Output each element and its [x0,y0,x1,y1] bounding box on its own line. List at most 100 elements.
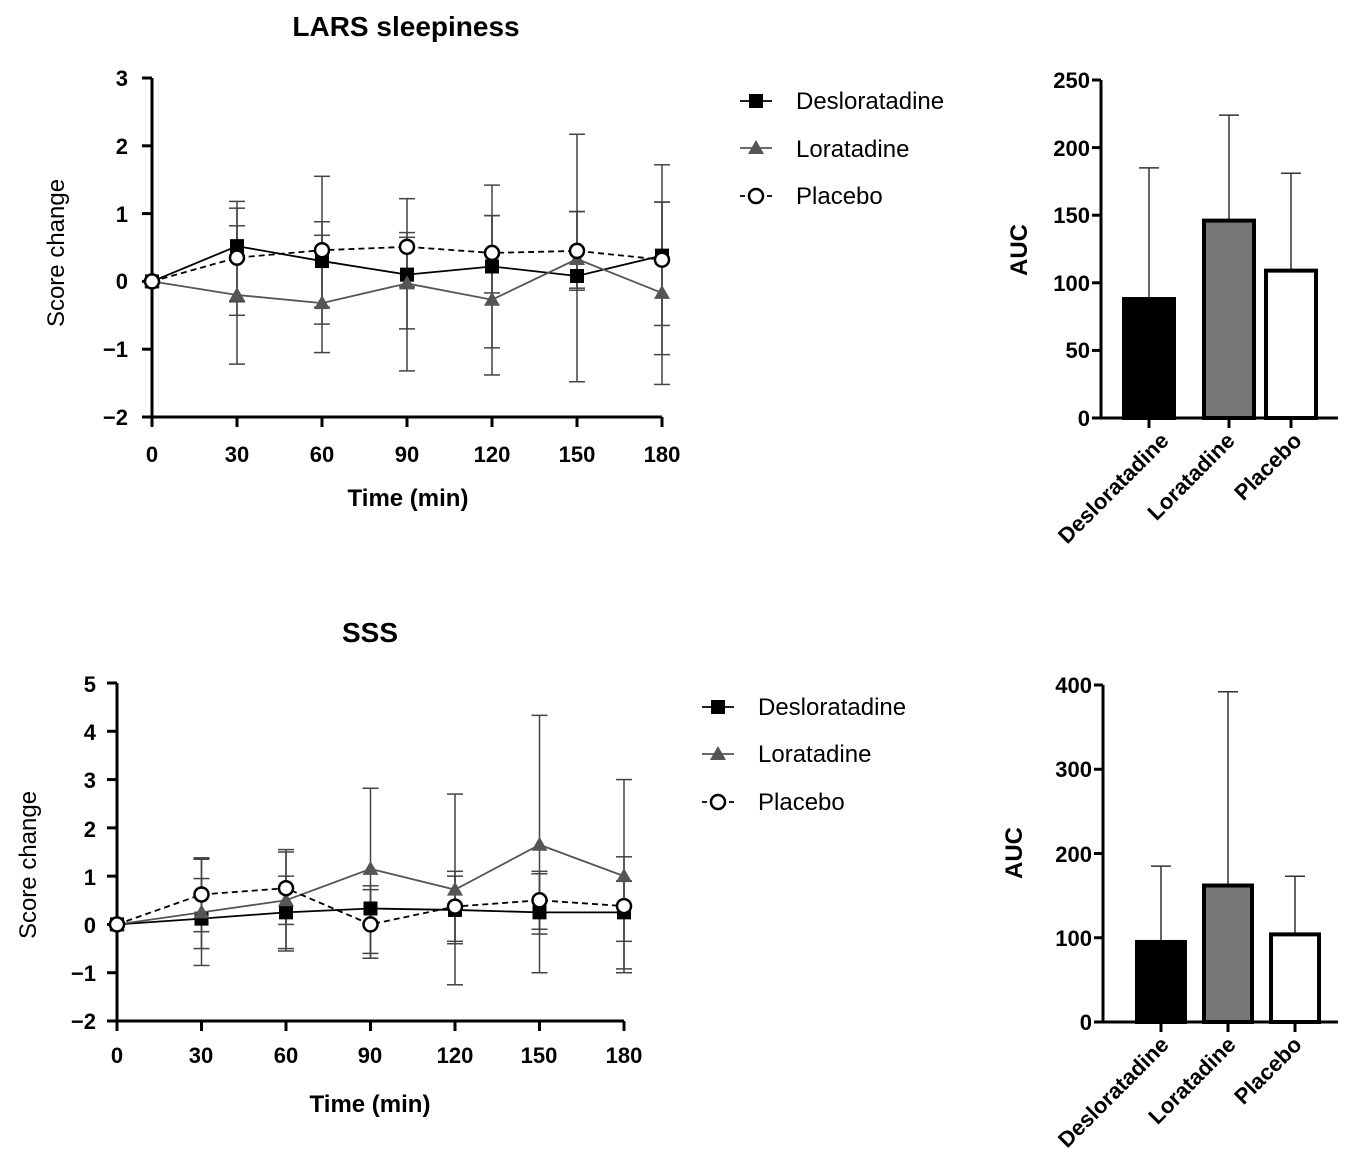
data-point [568,242,586,260]
y-tick-label: −1 [103,337,128,362]
data-point [615,897,633,915]
lars-auc-bar-chart: AUC 250 200 150 100 50 0 Desloratadine L… [1006,68,1338,548]
axis-tick-marks [107,681,626,1031]
data-point [362,860,379,875]
data-point [278,892,294,907]
bar-loratadine [1202,883,1254,1025]
chart-title: LARS sleepiness [292,11,519,42]
y-tick-label: 0 [116,269,128,294]
series-marks [107,681,633,1031]
legend-label: Loratadine [796,136,909,163]
data-point [229,286,245,301]
legend-marker [748,140,764,154]
x-tick-label: Placebo [1229,1032,1306,1109]
data-point [399,275,415,290]
legend-marker [709,793,727,811]
error-bars-loratadine [229,133,670,386]
bar-placebo [1264,268,1318,420]
data-point [313,241,331,259]
x-tick-label: 0 [111,1043,123,1068]
legend-marker [747,187,765,205]
y-tick-label: 250 [1053,68,1090,93]
data-point [485,259,499,274]
data-point [314,295,330,310]
data-point [532,905,547,920]
x-tick-label: 150 [521,1043,558,1068]
y-axis-label: Score change [43,179,70,327]
bar-desloratadine [1122,297,1176,420]
y-tick-label: 2 [116,134,128,159]
data-point [143,273,161,290]
legend-label: Placebo [796,183,883,210]
x-tick-label: 120 [474,442,511,467]
lars-line-chart: LARS sleepiness Score change Time (min) … [43,11,944,512]
legend-marker [710,746,726,760]
y-tick-label: 300 [1055,757,1092,782]
y-tick-label: 100 [1055,926,1092,951]
data-point [653,251,671,268]
x-tick-label: 90 [358,1043,382,1068]
bar-desloratadine [1135,939,1187,1025]
x-tick-label: 180 [606,1043,643,1068]
data-point [228,249,246,266]
y-tick-label: 3 [116,66,128,91]
data-point [363,901,378,916]
y-tick-label: −2 [71,1009,96,1034]
data-point [616,868,632,883]
x-axis-label: Time (min) [348,485,469,512]
x-ticks: 0 30 60 90 120 150 180 [146,442,680,467]
data-point [447,881,463,896]
y-tick-label: 5 [84,672,96,697]
x-ticks: 0 30 60 90 120 150 180 [111,1043,642,1068]
legend-marker [711,700,725,714]
legend-label: Desloratadine [758,694,906,721]
x-axis-label: Time (min) [310,1091,431,1118]
y-ticks: 5 4 3 2 1 0 −1 −2 [71,672,97,1034]
error-bars-desloratadine [229,200,670,349]
data-point [193,886,210,903]
data-point [446,898,464,915]
y-ticks: 3 2 1 0 −1 −2 [103,66,128,430]
y-tick-label: −2 [103,405,128,430]
data-point [570,268,584,283]
x-tick-label: 180 [644,442,681,467]
series-marks [142,76,671,427]
y-tick-label: 0 [1080,1010,1092,1035]
data-point [531,892,548,909]
data-point [279,905,293,920]
legend: Desloratadine Loratadine Placebo [702,694,906,816]
bar-marks [1094,683,1321,1032]
x-tick-label: 60 [274,1043,298,1068]
error-bars-placebo [229,164,670,356]
bar-loratadine [1202,218,1256,420]
x-tick-label: Placebo [1229,428,1306,505]
x-tick-label: Desloratadine [1053,1032,1174,1153]
y-tick-label: 2 [84,817,96,842]
series-points-placebo [143,238,671,290]
y-tick-label: 0 [84,913,96,938]
error-bars-loratadine [193,714,632,986]
data-point [483,244,501,262]
data-point [108,916,126,933]
y-axis-label: Score change [15,791,42,939]
legend-label: Loratadine [758,741,871,768]
y-axis-label: AUC [1006,224,1033,276]
data-point [398,238,416,256]
sss-line-chart: SSS Score change Time (min) 5 4 3 2 1 0 … [15,617,906,1118]
bar-marks [1092,78,1318,428]
error-bars-placebo [193,851,632,970]
x-tick-label: 30 [225,442,249,467]
x-tick-label: 120 [437,1043,474,1068]
data-point [362,916,379,933]
legend-label: Desloratadine [796,88,944,115]
legend: Desloratadine Loratadine Placebo [740,88,944,210]
y-tick-label: 150 [1053,203,1090,228]
x-tick-label: 30 [189,1043,213,1068]
x-tick-label: Desloratadine [1053,428,1174,549]
y-axis-label: AUC [1001,827,1028,879]
y-tick-label: 200 [1055,842,1092,867]
sss-auc-bar-chart: AUC 400 300 200 100 0 Desloratadine Lora… [1001,673,1338,1152]
y-tick-label: 0 [1078,406,1090,431]
y-tick-label: 4 [84,720,97,745]
